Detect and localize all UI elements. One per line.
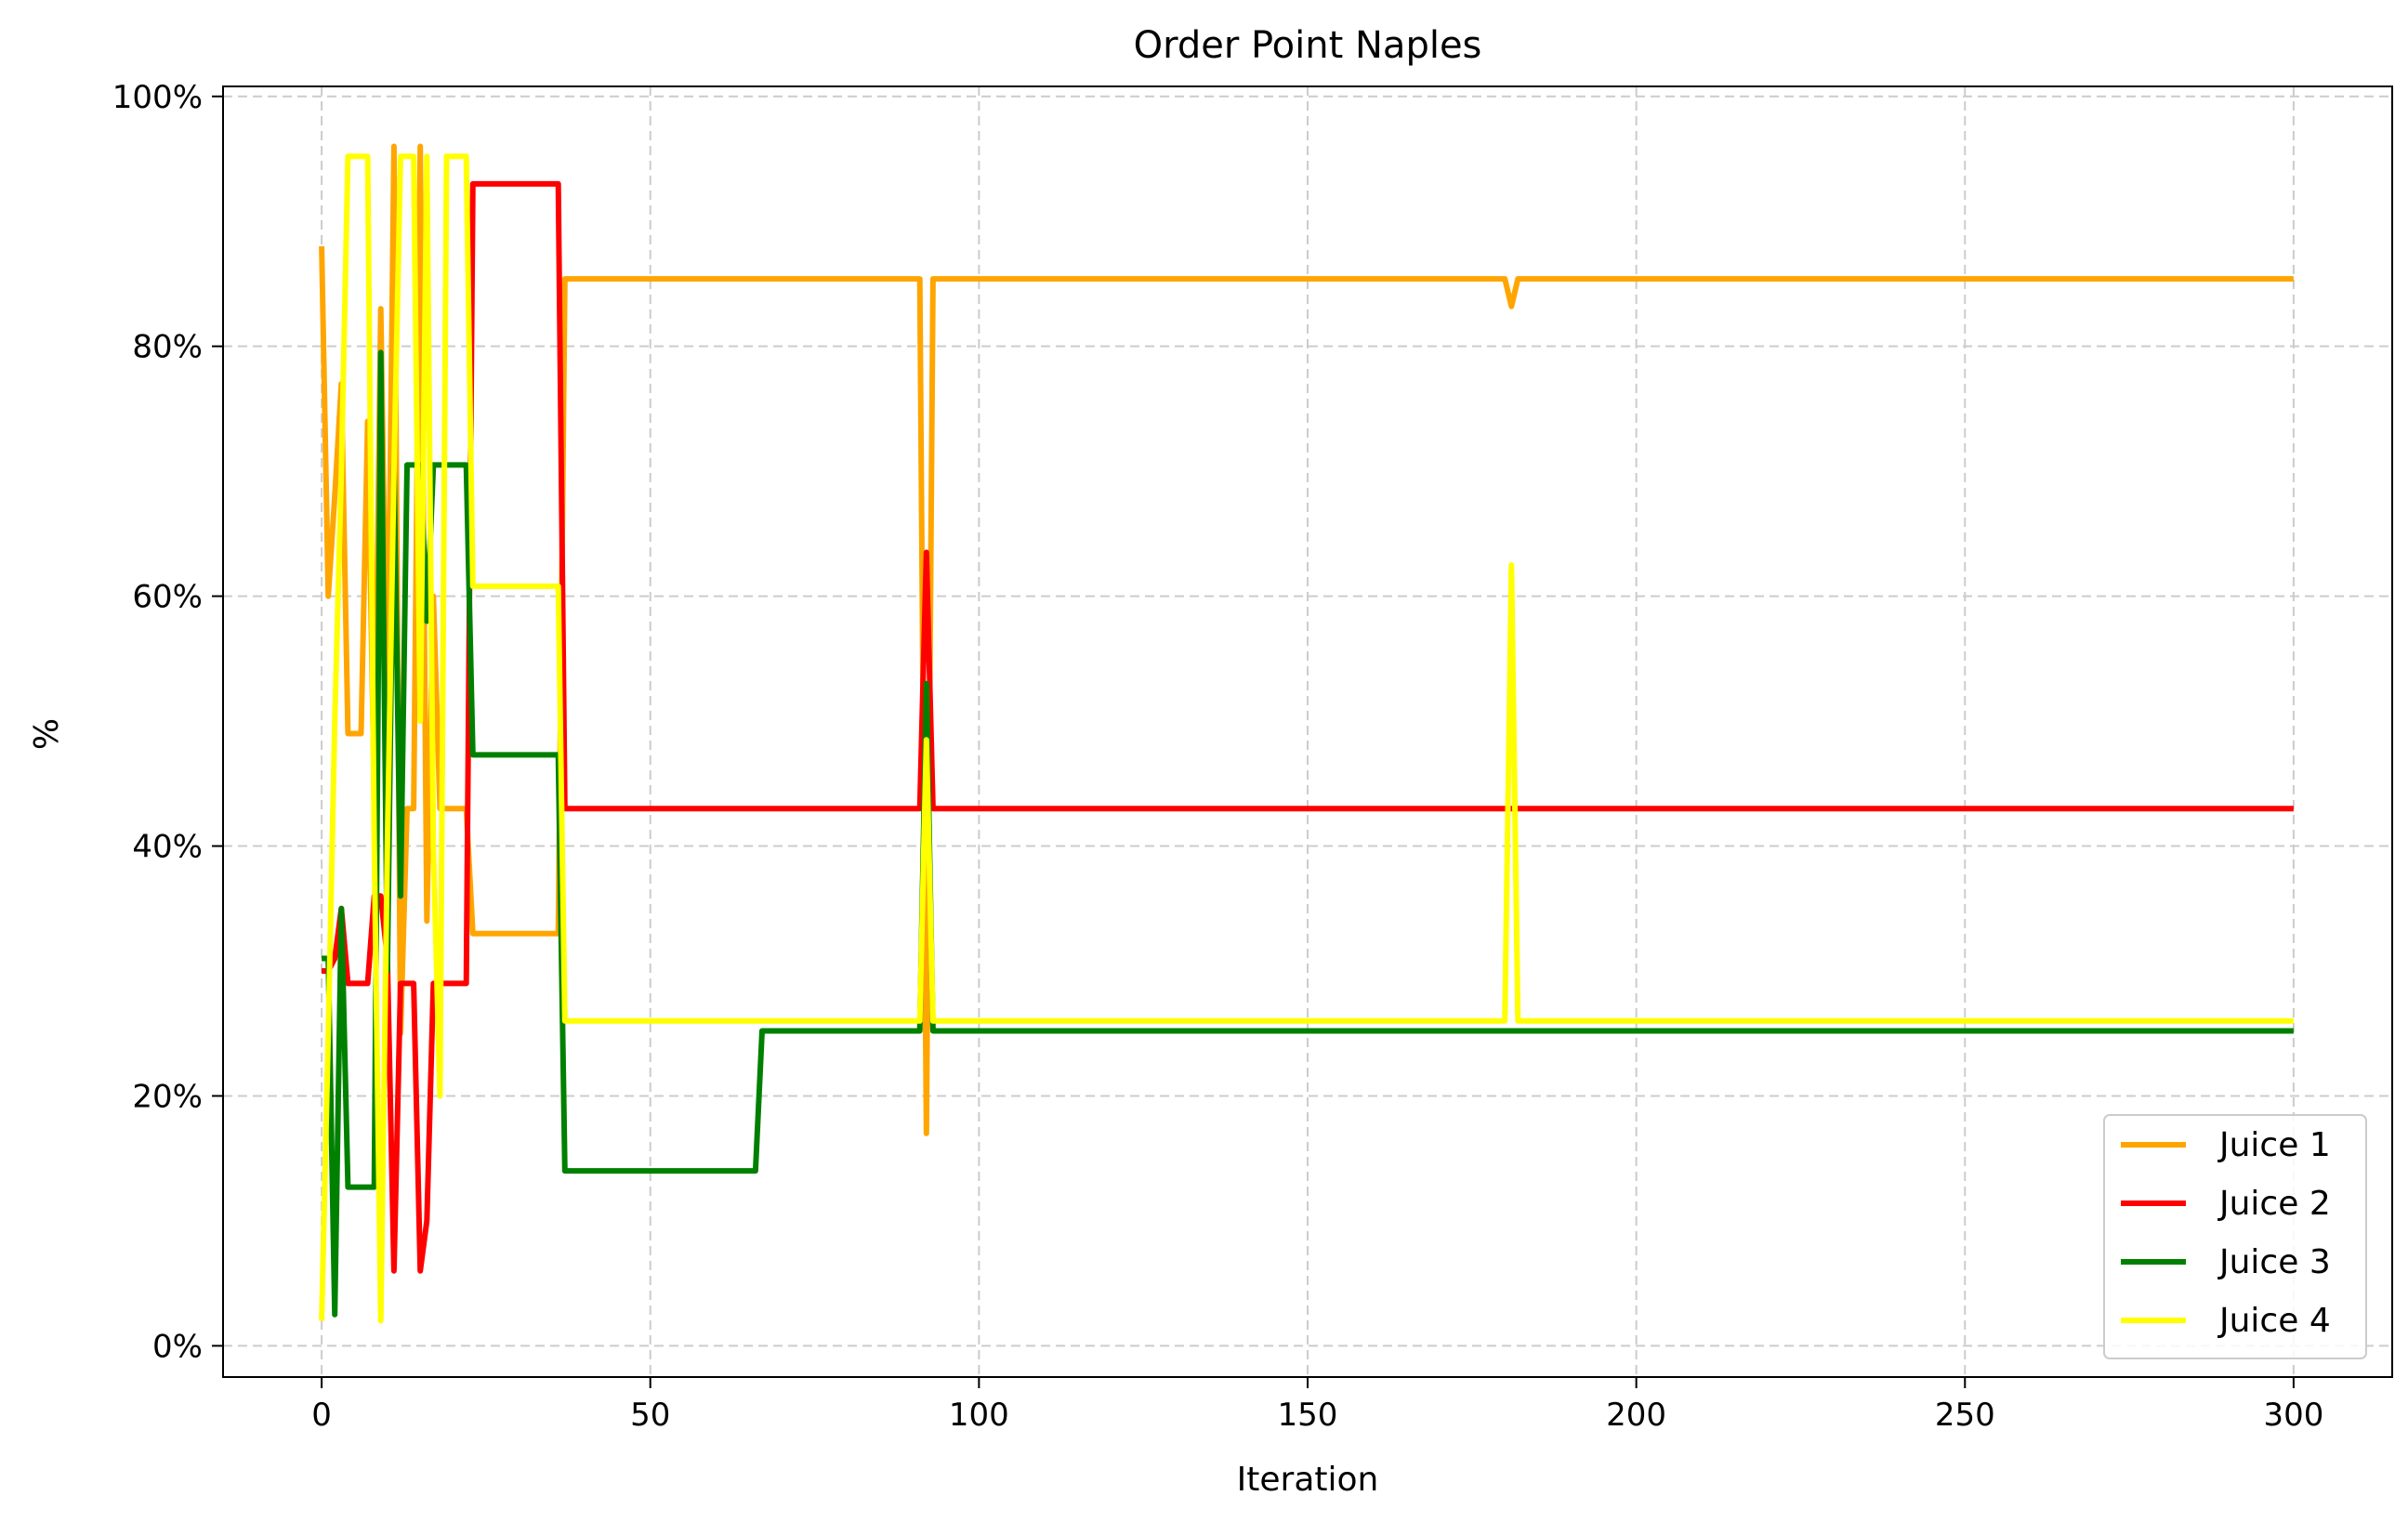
chart-title: Order Point Naples xyxy=(1134,24,1482,67)
axis-ticks: 0 50 100 150 200 250 300 0% 20% 40% 60% 80% 100% xyxy=(112,79,2324,1434)
x-axis-label: Iteration xyxy=(1237,1461,1379,1499)
x-tick-label: 200 xyxy=(1606,1397,1666,1434)
legend-label-juice-2: Juice 2 xyxy=(2217,1185,2331,1223)
y-tick-label: 40% xyxy=(132,829,203,866)
x-tick-label: 150 xyxy=(1278,1397,1338,1434)
legend-label-juice-1: Juice 1 xyxy=(2217,1126,2331,1164)
legend: Juice 1 Juice 2 Juice 3 Juice 4 xyxy=(2103,1114,2367,1359)
legend-label-juice-4: Juice 4 xyxy=(2217,1302,2331,1340)
y-tick-label: 100% xyxy=(112,79,203,116)
y-tick-label: 0% xyxy=(152,1328,203,1365)
y-tick-label: 20% xyxy=(132,1078,203,1115)
x-tick-label: 250 xyxy=(1935,1397,1995,1434)
series-line-juice-1 xyxy=(319,143,2294,1136)
y-axis-label: % xyxy=(28,718,66,750)
series-line-juice-4 xyxy=(319,153,2294,1324)
x-tick-label: 0 xyxy=(311,1397,332,1434)
legend-label-juice-3: Juice 3 xyxy=(2217,1243,2331,1281)
y-tick-label: 60% xyxy=(132,579,203,616)
grid xyxy=(223,86,2392,1377)
y-tick-label: 80% xyxy=(132,329,203,366)
series-lines xyxy=(319,143,2294,1324)
x-tick-label: 300 xyxy=(2263,1397,2323,1434)
legend-box xyxy=(2103,1114,2367,1359)
x-tick-label: 50 xyxy=(630,1397,670,1434)
x-tick-label: 100 xyxy=(949,1397,1009,1434)
